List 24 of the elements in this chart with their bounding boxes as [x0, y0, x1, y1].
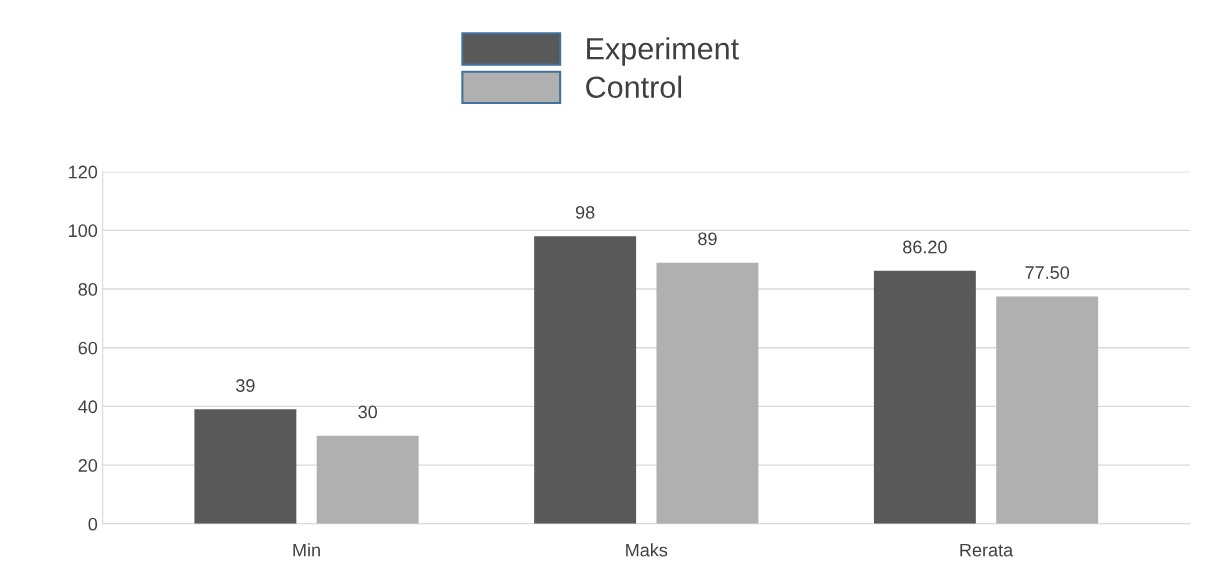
x-tick-label: Rerata — [960, 543, 1014, 557]
y-tick-label: 20 — [78, 459, 98, 472]
bar — [996, 296, 1099, 524]
bar — [534, 236, 637, 524]
y-tick-label: 60 — [78, 341, 98, 355]
data-label: 30 — [358, 405, 378, 419]
y-tick-label: 80 — [78, 282, 98, 296]
bar — [194, 409, 297, 524]
data-label: 39 — [236, 379, 255, 392]
data-label: 86.20 — [903, 240, 947, 254]
bar — [316, 435, 419, 524]
legend-label: Experiment — [587, 37, 739, 66]
x-tick-label: Min — [293, 543, 320, 557]
data-label: 89 — [698, 232, 717, 246]
x-tick-label: Maks — [626, 543, 668, 557]
data-label: 98 — [575, 206, 595, 219]
y-tick-label: 0 — [88, 517, 98, 531]
data-label: 77.50 — [1025, 266, 1070, 279]
bar — [656, 262, 759, 524]
bar — [873, 270, 976, 524]
y-tick-label: 40 — [78, 400, 98, 414]
y-tick-label: 120 — [69, 165, 98, 179]
y-tick-label: 100 — [69, 224, 98, 238]
legend-label: Control — [586, 75, 682, 99]
